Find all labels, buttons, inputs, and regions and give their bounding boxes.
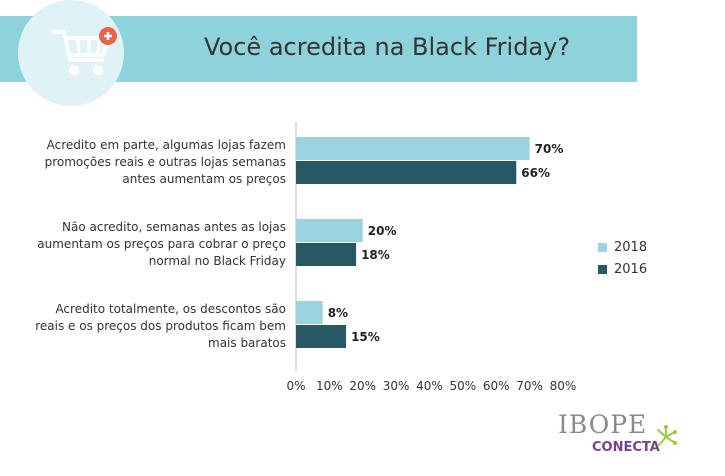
ibope-conecta-logo: IBOPE CONECTA xyxy=(556,410,686,460)
data-label-2016: 15% xyxy=(351,330,380,344)
x-tick-label: 80% xyxy=(550,379,577,393)
x-tick-label: 20% xyxy=(349,379,376,393)
spark-icon xyxy=(657,425,677,446)
x-tick-label: 70% xyxy=(516,379,543,393)
category-label: promoções reais e outras lojas semanas xyxy=(45,155,286,169)
bar-2016 xyxy=(296,325,347,348)
logo-sub-text: CONECTA xyxy=(592,440,660,455)
x-tick-label: 40% xyxy=(416,379,443,393)
shopping-cart-add-icon xyxy=(52,27,117,75)
bar-2016 xyxy=(296,243,357,266)
legend: 2018 2016 xyxy=(598,236,647,280)
legend-label-2018: 2018 xyxy=(614,239,648,255)
bar-2016 xyxy=(296,161,517,184)
x-tick-label: 0% xyxy=(286,379,305,393)
bar-2018 xyxy=(296,219,363,242)
category-label: mais baratos xyxy=(208,336,286,350)
x-tick-label: 30% xyxy=(383,379,410,393)
page-title: Você acredita na Black Friday? xyxy=(204,33,571,61)
legend-item-2016: 2016 xyxy=(598,258,647,280)
data-label-2018: 20% xyxy=(368,224,397,238)
category-label: Não acredito, semanas antes as lojas xyxy=(62,220,286,234)
bar-2018 xyxy=(296,137,530,160)
x-tick-label: 60% xyxy=(483,379,510,393)
category-label: reais e os preços dos produtos ficam bem xyxy=(35,319,286,333)
category-label: antes aumentam os preços xyxy=(122,172,286,186)
category-label: aumentam os preços para cobrar o preço xyxy=(37,237,286,251)
data-label-2016: 66% xyxy=(521,166,550,180)
legend-item-2018: 2018 xyxy=(598,236,647,258)
x-tick-label: 50% xyxy=(450,379,477,393)
data-label-2018: 8% xyxy=(328,306,348,320)
category-label: Acredito totalmente, os descontos são xyxy=(55,302,286,316)
legend-swatch-2018 xyxy=(598,242,607,252)
legend-label-2016: 2016 xyxy=(614,261,648,277)
bar-2018 xyxy=(296,301,323,324)
legend-swatch-2016 xyxy=(598,264,607,274)
data-label-2016: 18% xyxy=(361,248,390,262)
x-tick-label: 10% xyxy=(316,379,343,393)
data-label-2018: 70% xyxy=(535,142,564,156)
logo-main-text: IBOPE xyxy=(558,410,648,439)
category-label: normal no Black Friday xyxy=(149,254,286,268)
category-label: Acredito em parte, algumas lojas fazem xyxy=(47,138,286,152)
